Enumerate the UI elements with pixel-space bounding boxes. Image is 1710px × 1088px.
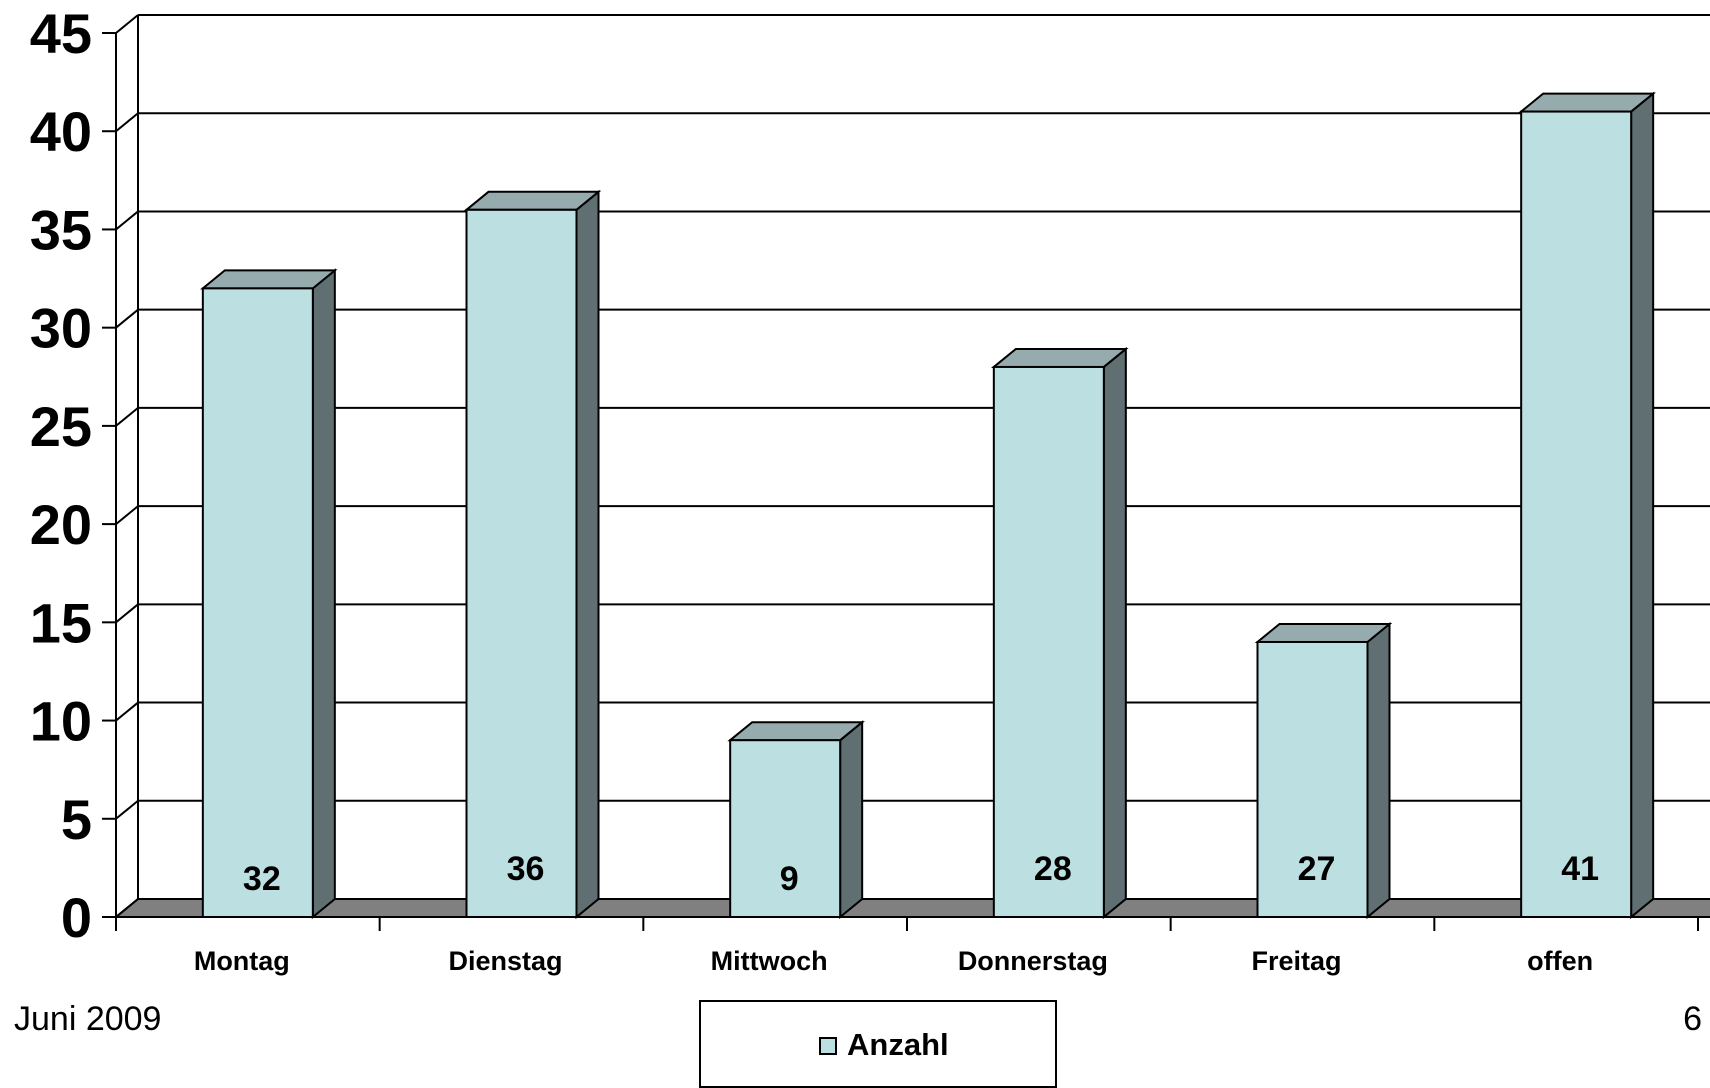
data-label: 41 xyxy=(1561,850,1599,888)
bar-side xyxy=(1102,346,1127,920)
bar-front xyxy=(992,365,1105,918)
legend-swatch xyxy=(819,1037,837,1055)
chart-axes xyxy=(102,32,1710,931)
chart-bars xyxy=(200,91,1656,920)
gridline-side xyxy=(115,14,139,34)
y-tick-label: 40 xyxy=(30,100,92,163)
bar-top xyxy=(1518,92,1656,113)
bar-front xyxy=(729,739,842,919)
x-tick-label: Mittwoch xyxy=(711,946,828,976)
gridline-side xyxy=(115,898,139,918)
data-label: 27 xyxy=(1298,850,1336,888)
y-tick-label: 30 xyxy=(30,297,92,360)
data-label: 9 xyxy=(780,860,799,898)
gridline-side xyxy=(115,701,139,722)
y-tick-label: 35 xyxy=(30,198,92,261)
page-number: 6 xyxy=(1683,1000,1702,1038)
gridline-side xyxy=(115,505,139,525)
bar-front xyxy=(1256,640,1369,918)
x-tick-label: Dienstag xyxy=(448,946,562,976)
bar-top xyxy=(463,190,602,211)
y-tick-label: 10 xyxy=(30,690,92,753)
gridline-side xyxy=(115,407,139,427)
bar-front xyxy=(1520,110,1633,919)
bar-side xyxy=(1366,621,1391,920)
bar xyxy=(463,189,602,920)
data-labels: 32 36 9 28 27 41 xyxy=(243,850,1599,898)
x-tick-label: Donnerstag xyxy=(958,946,1108,976)
gridline-side xyxy=(115,800,139,820)
bar-top xyxy=(991,347,1129,368)
bar-top xyxy=(1254,622,1393,643)
x-axis-tick-labels: Montag Dienstag Mittwoch Donnerstag Freitag o… xyxy=(194,946,1593,976)
legend-label: Anzahl xyxy=(847,1027,949,1062)
gridline-side xyxy=(115,308,139,329)
x-tick-label: Freitag xyxy=(1251,946,1341,976)
y-tick-label: 0 xyxy=(61,886,92,949)
data-label: 28 xyxy=(1034,850,1072,888)
bar xyxy=(1254,621,1393,920)
x-tick-label: offen xyxy=(1527,946,1593,976)
bar-front xyxy=(465,208,578,919)
y-axis-tick-labels: 0 5 10 15 20 25 30 35 40 45 xyxy=(30,2,92,949)
chart-legend: Anzahl xyxy=(699,1000,1057,1088)
y-tick-label: 5 xyxy=(61,788,92,851)
y-tick-label: 15 xyxy=(30,591,92,654)
y-tick-label: 20 xyxy=(30,493,92,556)
bar-side xyxy=(575,189,600,920)
bar xyxy=(1518,91,1656,920)
footer-date: Juni 2009 xyxy=(14,1000,162,1038)
gridline-side xyxy=(115,112,139,132)
data-label: 32 xyxy=(243,860,281,898)
x-tick-label: Montag xyxy=(194,946,290,976)
floor-plane xyxy=(113,898,1710,918)
gridline-side xyxy=(115,210,139,231)
bar-top xyxy=(200,269,338,290)
bar-side xyxy=(311,268,336,920)
bar xyxy=(200,268,338,920)
bar xyxy=(991,346,1129,920)
bar-side xyxy=(839,720,864,920)
chart-gridlines xyxy=(115,14,1710,918)
chart-floor xyxy=(113,898,1710,918)
bar xyxy=(727,720,865,920)
bar-top xyxy=(727,721,865,742)
bar-front xyxy=(201,287,314,918)
data-label: 36 xyxy=(507,850,545,888)
y-tick-label: 45 xyxy=(30,2,92,65)
bar-side xyxy=(1630,91,1655,920)
y-tick-label: 25 xyxy=(30,395,92,458)
gridline-side xyxy=(115,603,139,624)
